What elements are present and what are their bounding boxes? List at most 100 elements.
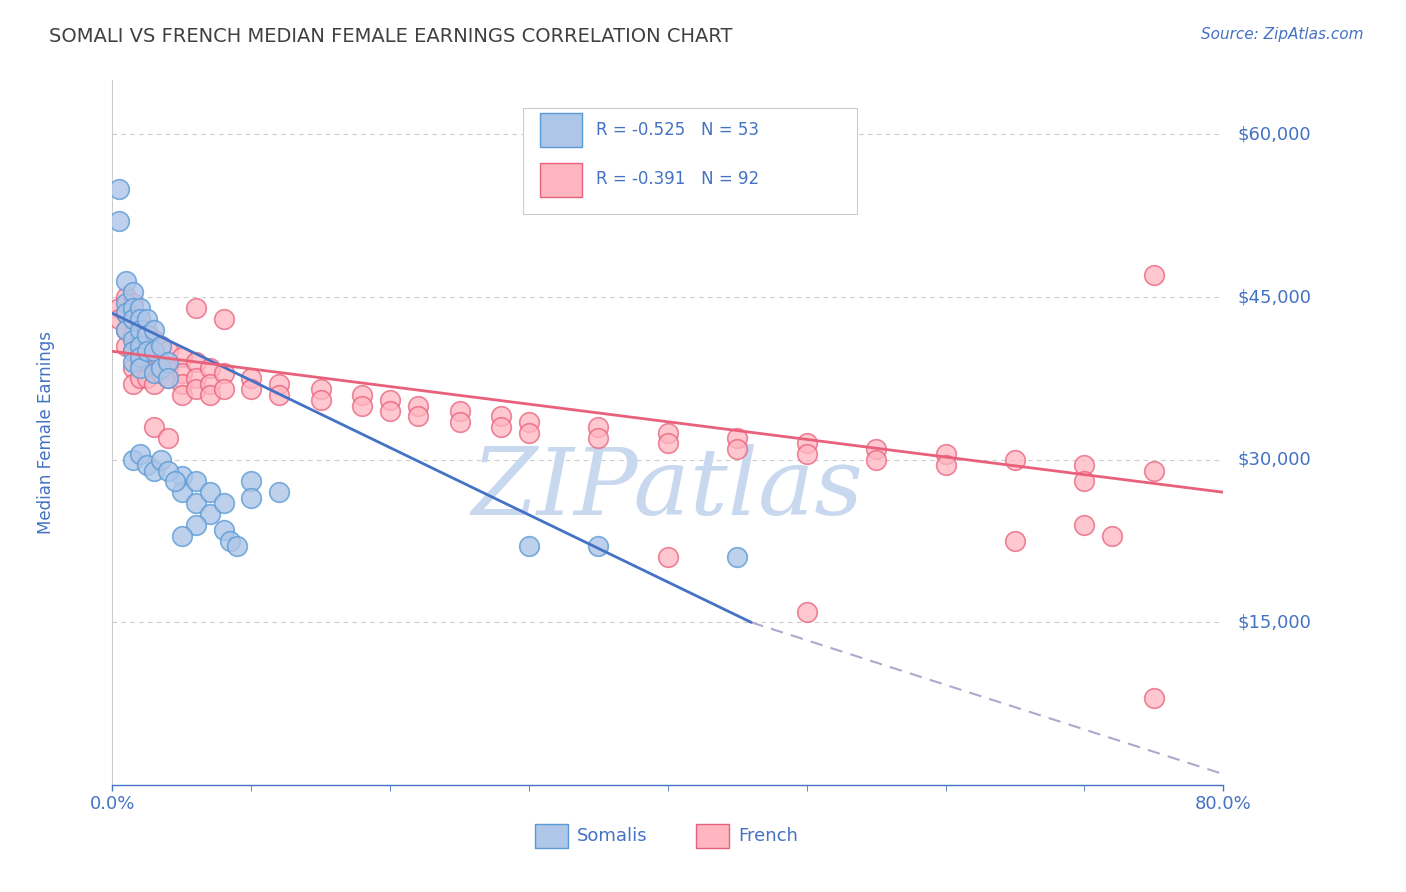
Point <box>157 371 180 385</box>
Point <box>352 399 374 413</box>
Point <box>122 360 145 375</box>
Point <box>122 376 145 391</box>
Point <box>170 469 193 483</box>
Point <box>198 485 221 500</box>
Point <box>122 328 145 343</box>
Text: Median Female Earnings: Median Female Earnings <box>37 331 55 534</box>
Point <box>934 447 956 461</box>
Text: $15,000: $15,000 <box>1237 614 1310 632</box>
Point <box>212 366 235 380</box>
Point <box>184 355 207 369</box>
Point <box>380 404 402 418</box>
Text: $30,000: $30,000 <box>1237 450 1310 468</box>
Point <box>725 431 748 445</box>
Point <box>198 360 221 375</box>
Point <box>143 360 166 375</box>
Bar <box>540 162 582 196</box>
Point <box>136 344 159 359</box>
Point <box>129 311 152 326</box>
Point <box>212 523 235 537</box>
Point <box>219 534 242 549</box>
Point <box>240 475 263 489</box>
Point <box>115 295 138 310</box>
Point <box>115 323 138 337</box>
Point <box>865 442 887 456</box>
Point <box>122 285 145 299</box>
Point <box>1143 268 1166 283</box>
Point <box>157 431 180 445</box>
Point <box>122 334 145 348</box>
Text: Source: ZipAtlas.com: Source: ZipAtlas.com <box>1201 27 1364 42</box>
Text: SOMALI VS FRENCH MEDIAN FEMALE EARNINGS CORRELATION CHART: SOMALI VS FRENCH MEDIAN FEMALE EARNINGS … <box>49 27 733 45</box>
Point <box>184 496 207 510</box>
Point <box>157 344 180 359</box>
Point <box>136 355 159 369</box>
Point <box>212 311 235 326</box>
Point <box>136 323 159 337</box>
Point <box>150 452 173 467</box>
Point <box>170 350 193 364</box>
Point <box>129 328 152 343</box>
Point <box>198 507 221 521</box>
Point <box>108 214 131 228</box>
Point <box>198 376 221 391</box>
Point <box>184 301 207 315</box>
Point <box>122 311 145 326</box>
Point <box>184 371 207 385</box>
Text: French: French <box>738 827 797 845</box>
Point <box>129 301 152 315</box>
Point <box>157 371 180 385</box>
Point <box>588 431 610 445</box>
Point <box>725 442 748 456</box>
Point <box>129 360 152 375</box>
Bar <box>696 823 728 848</box>
Point <box>517 425 540 440</box>
Bar <box>534 823 568 848</box>
Point <box>143 344 166 359</box>
Point <box>657 436 679 450</box>
Point <box>129 339 152 353</box>
Point <box>143 464 166 478</box>
Text: R = -0.391   N = 92: R = -0.391 N = 92 <box>596 170 759 188</box>
Point <box>170 376 193 391</box>
Point <box>517 540 540 554</box>
Point <box>108 301 131 315</box>
Point <box>157 360 180 375</box>
Point <box>240 382 263 396</box>
Point <box>240 371 263 385</box>
Point <box>725 550 748 565</box>
Point <box>267 485 291 500</box>
Point <box>517 415 540 429</box>
Point <box>934 458 956 472</box>
FancyBboxPatch shape <box>523 109 856 214</box>
Point <box>212 496 235 510</box>
Point <box>184 475 207 489</box>
Text: R = -0.525   N = 53: R = -0.525 N = 53 <box>596 120 759 138</box>
Point <box>352 387 374 401</box>
Point <box>170 528 193 542</box>
Point <box>309 382 332 396</box>
Point <box>143 366 166 380</box>
Point <box>796 160 818 174</box>
Point <box>143 376 166 391</box>
Point <box>491 409 513 424</box>
Point <box>865 452 887 467</box>
Point <box>143 344 166 359</box>
Point <box>170 387 193 401</box>
Point <box>150 355 173 369</box>
Point <box>122 301 145 315</box>
Point <box>129 447 152 461</box>
Point <box>267 387 291 401</box>
Point <box>198 387 221 401</box>
Point <box>163 475 186 489</box>
Point <box>108 311 131 326</box>
Point <box>157 355 180 369</box>
Point <box>122 295 145 310</box>
Point <box>115 323 138 337</box>
Point <box>184 382 207 396</box>
Point <box>115 290 138 304</box>
Point <box>108 182 131 196</box>
Point <box>129 371 152 385</box>
Point <box>796 447 818 461</box>
Point <box>406 399 429 413</box>
